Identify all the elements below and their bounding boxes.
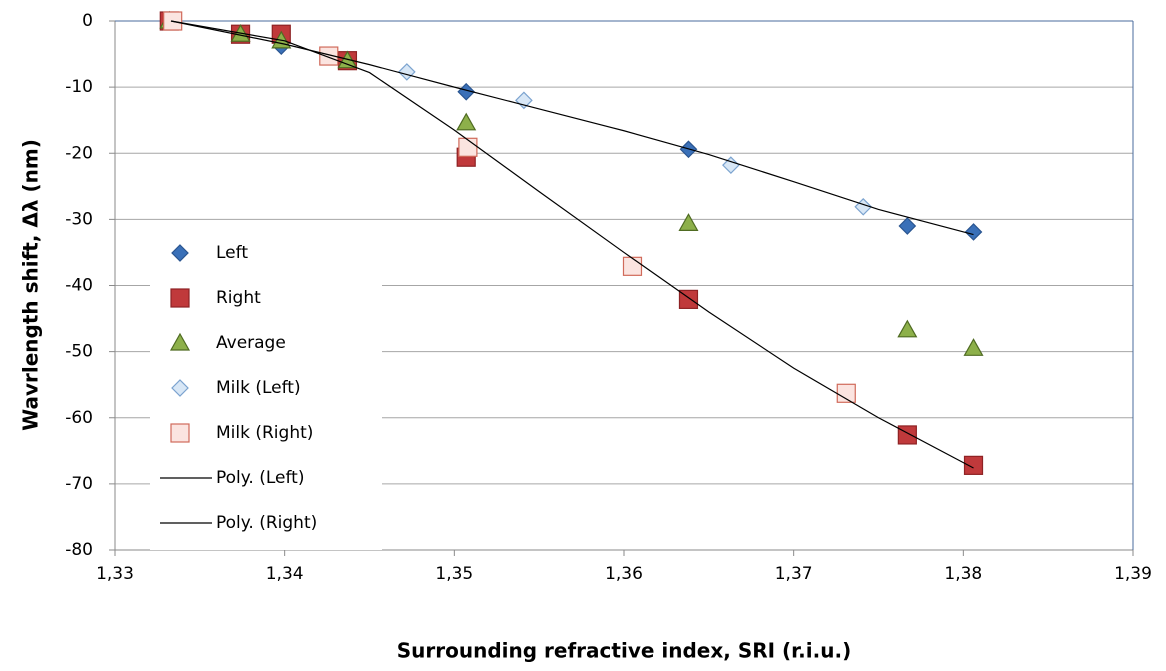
x-tick-label: 1,37 — [775, 564, 813, 584]
point — [319, 46, 339, 66]
point — [963, 455, 984, 475]
y-tick-label: 0 — [82, 11, 93, 31]
trendline — [170, 20, 974, 469]
x-tick-label: 1,38 — [944, 564, 982, 584]
x-tick-label: 1,39 — [1114, 564, 1152, 584]
point — [854, 197, 873, 216]
legend-label: Milk (Right) — [216, 423, 313, 443]
legend-marker — [171, 244, 189, 262]
point — [722, 156, 740, 175]
legend-label: Left — [216, 243, 248, 263]
point — [622, 256, 643, 276]
y-tick-label: -60 — [65, 408, 93, 428]
point — [897, 319, 918, 338]
x-axis-title: Surrounding refractive index, SRI (r.i.u… — [397, 639, 851, 663]
y-axis-title: Wavrlength shift, Δλ (nm) — [19, 139, 43, 431]
legend-label: Right — [216, 288, 261, 308]
y-tick-label: -40 — [65, 276, 93, 296]
point — [458, 137, 478, 157]
y-tick-label: -80 — [65, 540, 93, 560]
legend-label: Poly. (Left) — [216, 468, 304, 488]
legend-label: Average — [216, 333, 286, 353]
y-tick-label: -10 — [65, 77, 93, 97]
point — [897, 425, 917, 445]
y-tick-label: -50 — [65, 342, 93, 362]
point — [964, 223, 983, 241]
legend-label: Poly. (Right) — [216, 513, 317, 533]
y-tick-label: -20 — [65, 143, 93, 163]
legend-box — [150, 232, 382, 550]
point — [678, 213, 699, 231]
legend-label: Milk (Left) — [216, 378, 301, 398]
x-tick-label: 1,35 — [435, 564, 473, 584]
legend-marker — [170, 423, 190, 443]
x-tick-label: 1,34 — [266, 564, 304, 584]
legend-marker — [171, 379, 189, 397]
trendline — [170, 20, 974, 236]
point — [397, 63, 416, 81]
point — [963, 338, 984, 356]
point — [456, 112, 477, 131]
x-tick-label: 1,36 — [605, 564, 643, 584]
legend-marker — [169, 332, 191, 351]
y-tick-label: -30 — [65, 209, 93, 229]
legend-marker — [170, 288, 190, 308]
point — [898, 217, 917, 235]
y-tick-label: -70 — [65, 474, 93, 494]
x-tick-label: 1,33 — [96, 564, 134, 584]
